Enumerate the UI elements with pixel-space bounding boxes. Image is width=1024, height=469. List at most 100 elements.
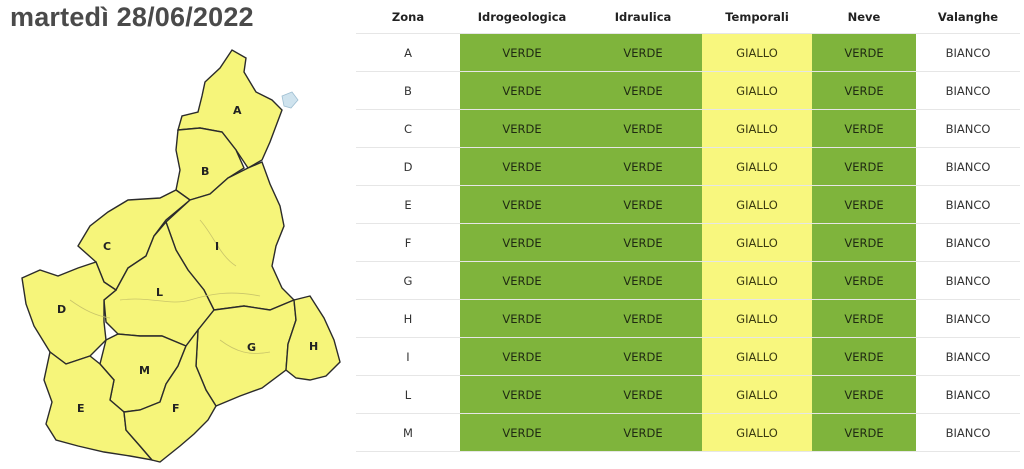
cell-neve: VERDE bbox=[812, 261, 916, 300]
table-row: I VERDE VERDE GIALLO VERDE BIANCO bbox=[356, 337, 1020, 376]
cell-valanghe: BIANCO bbox=[916, 109, 1020, 148]
cell-zone: G bbox=[356, 261, 460, 300]
cell-temporali: GIALLO bbox=[702, 223, 812, 262]
cell-zone: H bbox=[356, 299, 460, 338]
cell-temporali: GIALLO bbox=[702, 337, 812, 376]
cell-idraulica: VERDE bbox=[584, 299, 702, 338]
cell-idraulica: VERDE bbox=[584, 147, 702, 186]
map-zone-d bbox=[21, 261, 118, 365]
table-row: F VERDE VERDE GIALLO VERDE BIANCO bbox=[356, 223, 1020, 262]
header-temporali: Temporali bbox=[702, 0, 812, 34]
cell-idrogeologica: VERDE bbox=[460, 413, 584, 452]
header-idraulica: Idraulica bbox=[584, 0, 702, 34]
cell-idrogeologica: VERDE bbox=[460, 261, 584, 300]
cell-valanghe: BIANCO bbox=[916, 147, 1020, 186]
cell-neve: VERDE bbox=[812, 33, 916, 72]
map-label-c: C bbox=[103, 240, 111, 253]
cell-idraulica: VERDE bbox=[584, 413, 702, 452]
map-label-g: G bbox=[247, 341, 256, 354]
cell-temporali: GIALLO bbox=[702, 109, 812, 148]
cell-neve: VERDE bbox=[812, 299, 916, 338]
map-label-e: E bbox=[77, 402, 85, 415]
cell-neve: VERDE bbox=[812, 109, 916, 148]
table-row: L VERDE VERDE GIALLO VERDE BIANCO bbox=[356, 375, 1020, 414]
table-row: M VERDE VERDE GIALLO VERDE BIANCO bbox=[356, 413, 1020, 452]
header-valanghe: Valanghe bbox=[916, 0, 1020, 34]
cell-idrogeologica: VERDE bbox=[460, 109, 584, 148]
cell-idrogeologica: VERDE bbox=[460, 185, 584, 224]
table-row: C VERDE VERDE GIALLO VERDE BIANCO bbox=[356, 109, 1020, 148]
map-zone-h bbox=[285, 295, 341, 381]
cell-valanghe: BIANCO bbox=[916, 223, 1020, 262]
lake-shape bbox=[281, 91, 299, 109]
map-label-f: F bbox=[172, 402, 180, 415]
cell-neve: VERDE bbox=[812, 413, 916, 452]
table-row: B VERDE VERDE GIALLO VERDE BIANCO bbox=[356, 71, 1020, 110]
cell-zone: M bbox=[356, 413, 460, 452]
cell-idraulica: VERDE bbox=[584, 223, 702, 262]
table-row: D VERDE VERDE GIALLO VERDE BIANCO bbox=[356, 147, 1020, 186]
cell-neve: VERDE bbox=[812, 223, 916, 262]
map-label-d: D bbox=[57, 303, 66, 316]
cell-zone: D bbox=[356, 147, 460, 186]
map-zone-f bbox=[123, 327, 217, 463]
cell-neve: VERDE bbox=[812, 71, 916, 110]
cell-zone: L bbox=[356, 375, 460, 414]
cell-idrogeologica: VERDE bbox=[460, 71, 584, 110]
cell-idrogeologica: VERDE bbox=[460, 147, 584, 186]
map-label-i: I bbox=[215, 240, 219, 253]
cell-zone: C bbox=[356, 109, 460, 148]
cell-valanghe: BIANCO bbox=[916, 261, 1020, 300]
cell-temporali: GIALLO bbox=[702, 71, 812, 110]
cell-neve: VERDE bbox=[812, 147, 916, 186]
river-line bbox=[199, 219, 237, 267]
map-label-a: A bbox=[233, 104, 242, 117]
page-title: martedì 28/06/2022 bbox=[10, 2, 254, 32]
piemonte-alert-map: A B C I L D G H M E F bbox=[21, 49, 341, 463]
header-idrogeologica: Idrogeologica bbox=[460, 0, 584, 34]
cell-valanghe: BIANCO bbox=[916, 71, 1020, 110]
cell-idraulica: VERDE bbox=[584, 33, 702, 72]
cell-valanghe: BIANCO bbox=[916, 33, 1020, 72]
cell-temporali: GIALLO bbox=[702, 33, 812, 72]
river-line bbox=[119, 292, 261, 303]
map-zone-a bbox=[177, 49, 283, 169]
cell-idraulica: VERDE bbox=[584, 375, 702, 414]
cell-idraulica: VERDE bbox=[584, 109, 702, 148]
cell-idraulica: VERDE bbox=[584, 71, 702, 110]
river-line bbox=[69, 299, 111, 319]
cell-temporali: GIALLO bbox=[702, 261, 812, 300]
cell-idrogeologica: VERDE bbox=[460, 299, 584, 338]
cell-temporali: GIALLO bbox=[702, 299, 812, 338]
cell-idraulica: VERDE bbox=[584, 337, 702, 376]
table-body: A VERDE VERDE GIALLO VERDE BIANCO B VERDE VERDE G… bbox=[356, 33, 1020, 452]
cell-valanghe: BIANCO bbox=[916, 337, 1020, 376]
cell-temporali: GIALLO bbox=[702, 185, 812, 224]
map-label-h: H bbox=[309, 340, 318, 353]
cell-valanghe: BIANCO bbox=[916, 375, 1020, 414]
table-row: E VERDE VERDE GIALLO VERDE BIANCO bbox=[356, 185, 1020, 224]
cell-zone: A bbox=[356, 33, 460, 72]
cell-valanghe: BIANCO bbox=[916, 299, 1020, 338]
cell-temporali: GIALLO bbox=[702, 413, 812, 452]
map-zone-g bbox=[195, 298, 297, 407]
cell-temporali: GIALLO bbox=[702, 375, 812, 414]
cell-idrogeologica: VERDE bbox=[460, 223, 584, 262]
table-header-row: Zona Idrogeologica Idraulica Temporali N… bbox=[356, 0, 1020, 34]
cell-neve: VERDE bbox=[812, 375, 916, 414]
header-neve: Neve bbox=[812, 0, 916, 34]
table-row: G VERDE VERDE GIALLO VERDE BIANCO bbox=[356, 261, 1020, 300]
table-row: H VERDE VERDE GIALLO VERDE BIANCO bbox=[356, 299, 1020, 338]
cell-neve: VERDE bbox=[812, 337, 916, 376]
map-label-m: M bbox=[139, 364, 150, 377]
table-row: A VERDE VERDE GIALLO VERDE BIANCO bbox=[356, 33, 1020, 72]
map-label-l: L bbox=[156, 286, 163, 299]
cell-idrogeologica: VERDE bbox=[460, 337, 584, 376]
cell-valanghe: BIANCO bbox=[916, 185, 1020, 224]
cell-idraulica: VERDE bbox=[584, 185, 702, 224]
cell-temporali: GIALLO bbox=[702, 147, 812, 186]
cell-idraulica: VERDE bbox=[584, 261, 702, 300]
map-label-b: B bbox=[201, 165, 209, 178]
river-line bbox=[219, 339, 271, 354]
cell-zone: B bbox=[356, 71, 460, 110]
